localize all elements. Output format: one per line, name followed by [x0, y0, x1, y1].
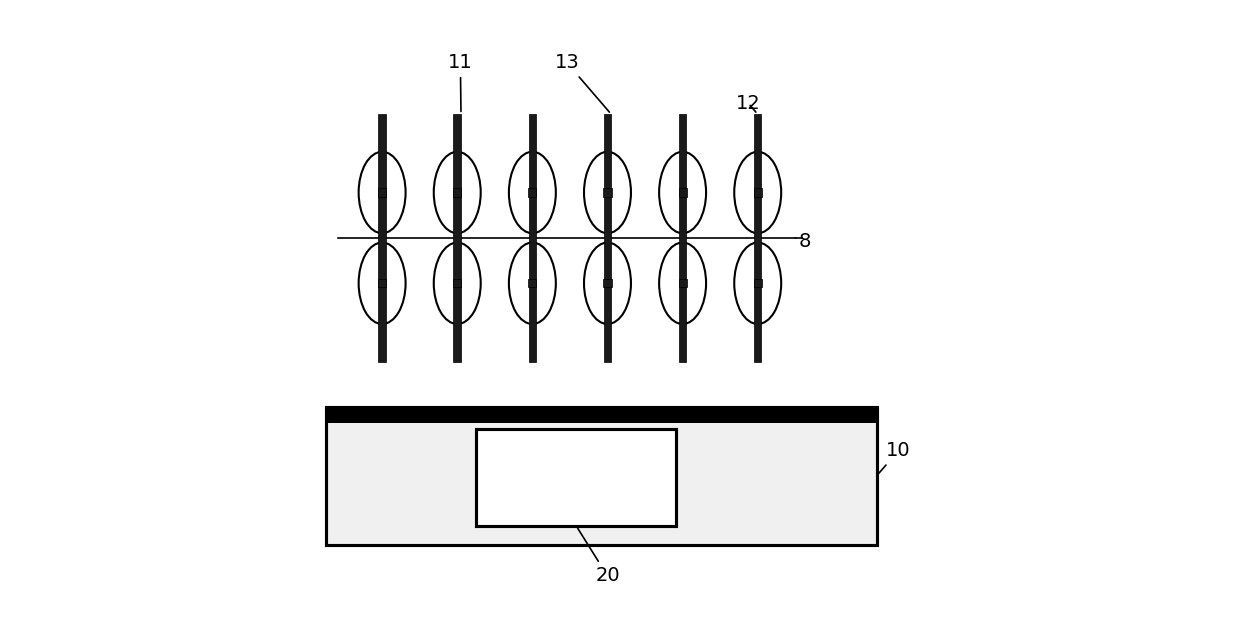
Bar [604, 115, 611, 361]
Bar [454, 115, 461, 361]
Bar [604, 279, 611, 287]
Bar [453, 279, 461, 287]
Bar [528, 188, 537, 197]
Bar [754, 115, 761, 361]
Bar [528, 279, 537, 287]
Bar [453, 188, 461, 197]
Bar [326, 407, 877, 545]
Ellipse shape [508, 152, 556, 233]
Bar [326, 407, 877, 423]
Ellipse shape [734, 152, 781, 233]
Bar [754, 188, 761, 197]
Ellipse shape [584, 242, 631, 324]
Text: 13: 13 [554, 53, 609, 112]
Ellipse shape [358, 242, 405, 324]
Bar [476, 429, 676, 526]
Bar [678, 115, 687, 361]
Bar [754, 279, 761, 287]
Text: 12: 12 [737, 94, 760, 113]
Text: 8: 8 [795, 232, 811, 250]
Bar [378, 279, 386, 287]
Text: 11: 11 [448, 53, 472, 111]
Text: 20: 20 [578, 528, 620, 585]
Ellipse shape [434, 242, 481, 324]
Ellipse shape [508, 242, 556, 324]
Ellipse shape [660, 242, 706, 324]
Text: 10: 10 [878, 441, 911, 474]
Bar [604, 188, 611, 197]
Bar [528, 115, 536, 361]
Ellipse shape [434, 152, 481, 233]
Bar [378, 188, 386, 197]
Ellipse shape [660, 152, 706, 233]
Ellipse shape [584, 152, 631, 233]
Bar [678, 279, 687, 287]
Bar [678, 188, 687, 197]
Bar [378, 115, 386, 361]
Ellipse shape [734, 242, 781, 324]
Ellipse shape [358, 152, 405, 233]
